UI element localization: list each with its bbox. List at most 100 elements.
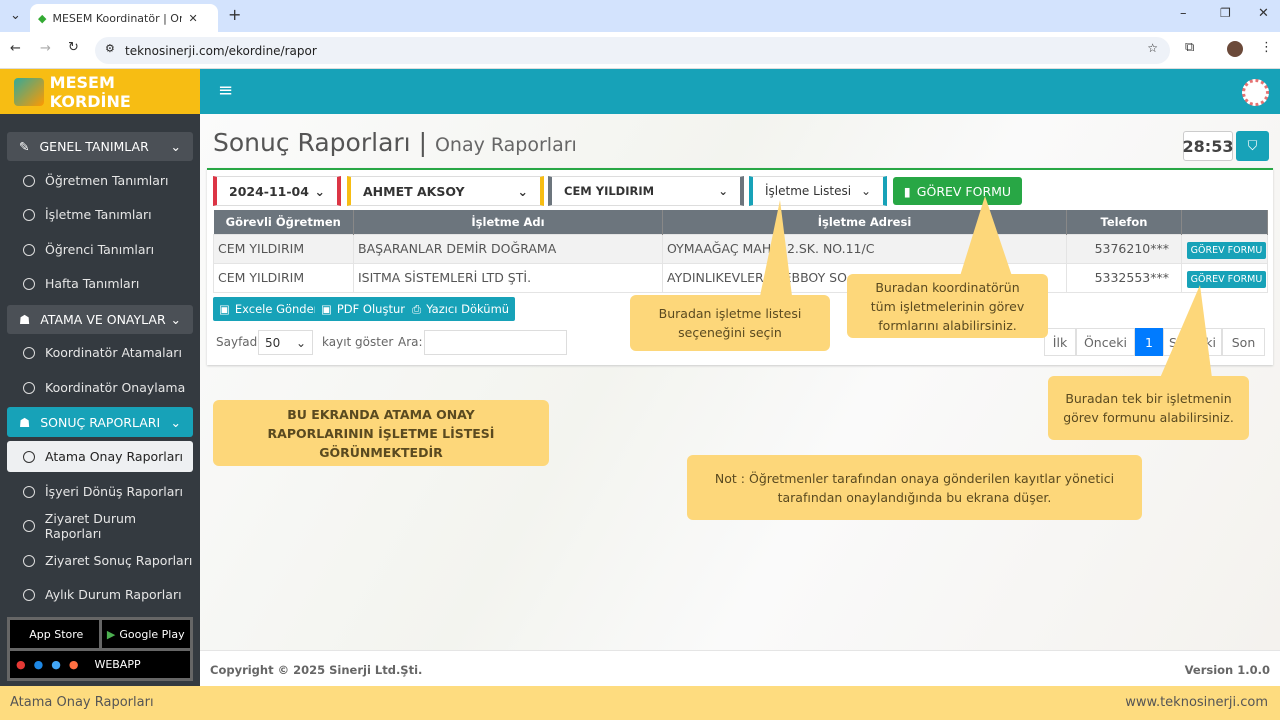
gorev-formu-all-button[interactable]: ▮ GÖREV FORMU bbox=[893, 177, 1022, 205]
pagination-first[interactable]: İlk bbox=[1044, 328, 1076, 356]
length-prefix: Sayfada bbox=[216, 335, 265, 349]
pagination-next[interactable]: Sonraki bbox=[1163, 328, 1222, 356]
sidebar-item-koordinator-onaylama[interactable]: Koordinatör Onaylama bbox=[7, 372, 193, 403]
sidebar-group-sonuc[interactable]: ☗ SONUÇ RAPORLARI ⌄ bbox=[7, 407, 193, 437]
sidebar: ✎ GENEL TANIMLAR ⌄ Öğretmen Tanımları İşle… bbox=[0, 114, 200, 686]
new-tab-icon[interactable]: + bbox=[228, 5, 242, 24]
item-label: İşyeri Dönüş Raporları bbox=[45, 484, 184, 499]
chevron-down-icon: ⌄ bbox=[295, 335, 306, 350]
sidebar-item-isyeri-donus[interactable]: İşyeri Dönüş Raporları bbox=[7, 476, 193, 507]
search-label: Ara: bbox=[398, 335, 423, 349]
shield-button[interactable]: ⛉ bbox=[1236, 131, 1269, 161]
item-label: Atama Onay Raporları bbox=[45, 449, 184, 464]
cell-name: BAŞARANLAR DEMİR DOĞRAMA bbox=[353, 233, 663, 264]
col-teacher[interactable]: Görevli Öğretmen bbox=[213, 210, 354, 234]
coordinator-select[interactable]: AHMET AKSOY ⌄ bbox=[347, 176, 544, 206]
sidebar-item-aylik-durum[interactable]: Aylık Durum Raporları bbox=[7, 579, 193, 610]
site-info-icon[interactable]: ⚙ bbox=[105, 42, 115, 55]
search-input[interactable] bbox=[424, 330, 567, 355]
item-label: Hafta Tanımları bbox=[45, 276, 140, 291]
minimize-icon[interactable]: – bbox=[1180, 6, 1187, 21]
sidebar-item-ziyaret-durum[interactable]: Ziyaret Durum Raporları bbox=[7, 510, 193, 541]
url-field[interactable]: ⚙ teknosinerji.com/ekordine/rapor ☆ bbox=[95, 37, 1170, 64]
title-text: Sonuç Raporları bbox=[213, 128, 411, 157]
report-table: Görevli Öğretmen İşletme Adı İşletme Adr… bbox=[213, 210, 1268, 293]
gorev-formu-row-button[interactable]: GÖREV FORMU bbox=[1186, 271, 1267, 288]
menu-icon[interactable]: ⋮ bbox=[1260, 40, 1273, 55]
url-text: teknosinerji.com/ekordine/rapor bbox=[125, 43, 317, 58]
circle-icon bbox=[23, 208, 35, 221]
button-label: GÖREV FORMU bbox=[916, 183, 1012, 199]
col-name[interactable]: İşletme Adı bbox=[353, 210, 663, 234]
excel-button[interactable]: ▣ Excele Gönder bbox=[213, 297, 325, 321]
sidebar-item-hafta[interactable]: Hafta Tanımları bbox=[7, 268, 193, 299]
item-label: Ziyaret Durum Raporları bbox=[44, 510, 137, 541]
chevron-down-icon: ⌄ bbox=[170, 414, 181, 430]
table-header: Görevli Öğretmen İşletme Adı İşletme Adr… bbox=[213, 210, 1268, 234]
profile-avatar[interactable] bbox=[1227, 41, 1243, 57]
chevron-down-icon: ⌄ bbox=[170, 312, 181, 327]
page-length-select[interactable]: 50 ⌄ bbox=[258, 330, 313, 355]
coordinator-value: AHMET AKSOY bbox=[363, 183, 465, 199]
pagination-prev[interactable]: Önceki bbox=[1076, 328, 1135, 356]
sidebar-item-atama-onay[interactable]: Atama Onay Raporları bbox=[7, 441, 193, 472]
button-label: PDF Oluştur bbox=[336, 302, 405, 316]
shield-icon: ⛉ bbox=[1247, 138, 1258, 154]
sidebar-item-ogretmen[interactable]: Öğretmen Tanımları bbox=[7, 165, 193, 196]
callout-list: Buradan işletme listesi seçeneğini seçin bbox=[630, 295, 830, 351]
sidebar-group-atama[interactable]: ☗ ATAMA VE ONAYLAR ⌄ bbox=[7, 305, 193, 334]
list-type-select[interactable]: İşletme Listesi ⌄ bbox=[749, 176, 887, 206]
extensions-icon[interactable]: ⧉ bbox=[1185, 40, 1195, 55]
col-phone[interactable]: Telefon bbox=[1066, 210, 1182, 234]
print-button[interactable]: ⎙ Yazıcı Dökümü bbox=[406, 297, 516, 321]
col-action[interactable] bbox=[1181, 210, 1268, 234]
sidebar-item-ogrenci[interactable]: Öğrenci Tanımları bbox=[7, 234, 193, 265]
callout-single: Buradan tek bir işletmenin görev formunu… bbox=[1048, 376, 1249, 440]
store-badges: App Store ▶ Google Play ● ● ● ● WEBAPP bbox=[7, 617, 193, 681]
close-tab-icon[interactable]: ✕ bbox=[188, 11, 198, 25]
reload-icon[interactable]: ↻ bbox=[68, 40, 79, 55]
file-pdf-icon: ▣ bbox=[321, 302, 332, 316]
close-window-icon[interactable]: ✕ bbox=[1258, 6, 1269, 21]
sidebar-item-koordinator-atamalari[interactable]: Koordinatör Atamaları bbox=[7, 337, 193, 368]
hamburger-menu-icon[interactable]: ≡ bbox=[218, 80, 234, 101]
app-store-badge[interactable]: App Store bbox=[10, 620, 99, 648]
chevron-down-icon: ⌄ bbox=[314, 183, 325, 199]
item-label: Koordinatör Atamaları bbox=[45, 345, 182, 360]
pdf-button[interactable]: ▣ PDF Oluştur bbox=[315, 297, 411, 321]
webapp-badge[interactable]: ● ● ● ● WEBAPP bbox=[10, 651, 190, 678]
col-address[interactable]: İşletme Adresi bbox=[662, 210, 1067, 234]
group-label: GENEL TANIMLAR bbox=[39, 139, 149, 154]
cell-teacher: CEM YILDIRIM bbox=[213, 262, 354, 293]
bookmark-star-icon[interactable]: ☆ bbox=[1147, 41, 1158, 55]
print-icon: ⎙ bbox=[412, 301, 422, 316]
circle-icon bbox=[23, 174, 35, 187]
app-logo[interactable]: MESEM KORDİNE bbox=[0, 69, 200, 114]
chrome-icon: ● bbox=[16, 658, 26, 671]
browser-tab[interactable]: ◆ MESEM Koordinatör | Onay Rap ✕ bbox=[30, 4, 218, 32]
item-label: Öğretmen Tanımları bbox=[45, 173, 169, 188]
user-tie-icon: ☗ bbox=[19, 414, 31, 430]
google-play-badge[interactable]: ▶ Google Play bbox=[101, 620, 190, 648]
teacher-select[interactable]: CEM YILDIRIM ⌄ bbox=[548, 176, 744, 206]
status-right: www.teknosinerji.com bbox=[1125, 695, 1268, 710]
sidebar-item-isletme[interactable]: İşletme Tanımları bbox=[7, 199, 193, 230]
session-timer: 28:53 bbox=[1183, 131, 1233, 161]
google-play-label: Google Play bbox=[119, 627, 185, 641]
back-icon[interactable]: ← bbox=[10, 41, 21, 56]
date-select[interactable]: 2024-11-04 ⌄ bbox=[213, 176, 341, 206]
group-label: ATAMA VE ONAYLAR bbox=[40, 312, 166, 327]
pagination-page-1[interactable]: 1 bbox=[1135, 328, 1163, 356]
item-label: İşletme Tanımları bbox=[45, 207, 152, 222]
callout-note: Not : Öğretmenler tarafından onaya gönde… bbox=[687, 455, 1142, 520]
sidebar-group-genel[interactable]: ✎ GENEL TANIMLAR ⌄ bbox=[7, 132, 193, 161]
sidebar-item-ziyaret-sonuc[interactable]: Ziyaret Sonuç Raporları bbox=[7, 545, 193, 576]
table-row: CEM YILDIRIM ISITMA SİSTEMLERİ LTD ŞTİ. … bbox=[213, 262, 1268, 293]
button-label: Yazıcı Dökümü bbox=[426, 302, 510, 316]
pagination-last[interactable]: Son bbox=[1222, 328, 1265, 356]
tab-list-icon[interactable]: ⌄ bbox=[10, 8, 21, 23]
forward-icon[interactable]: → bbox=[40, 41, 51, 56]
gorev-formu-row-button[interactable]: GÖREV FORMU bbox=[1186, 242, 1267, 259]
maximize-icon[interactable]: ❐ bbox=[1220, 6, 1231, 20]
circle-icon bbox=[23, 243, 35, 256]
